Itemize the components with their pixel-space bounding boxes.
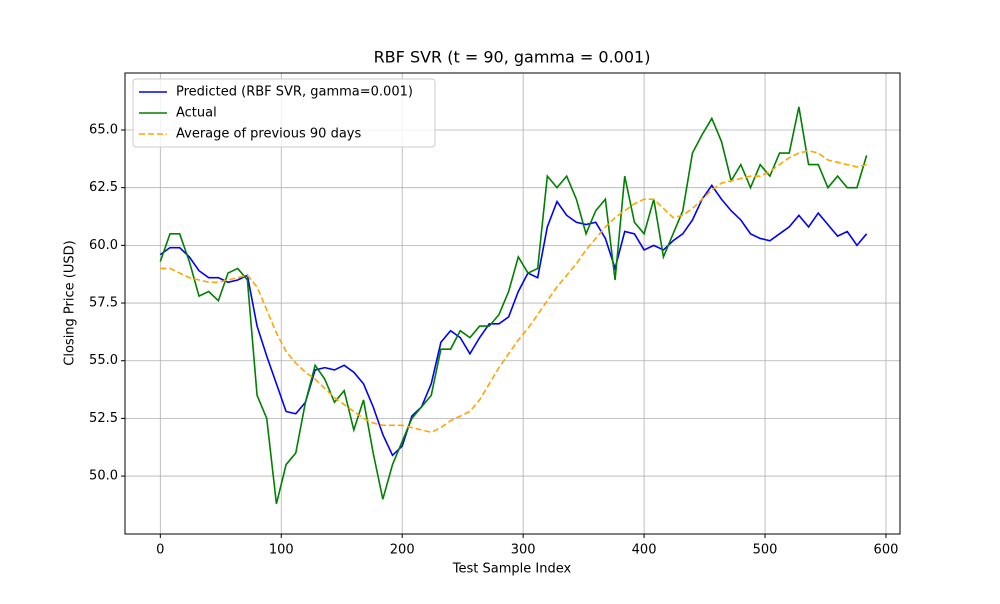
chart-title: RBF SVR (t = 90, gamma = 0.001) bbox=[374, 48, 651, 67]
legend-label: Average of previous 90 days bbox=[176, 127, 361, 142]
x-tick-label: 200 bbox=[390, 543, 415, 558]
y-tick-label: 62.5 bbox=[89, 180, 118, 195]
x-axis-label: Test Sample Index bbox=[452, 562, 572, 577]
y-tick-label: 55.0 bbox=[89, 353, 118, 368]
data-line bbox=[160, 149, 867, 434]
data-line bbox=[159, 183, 868, 457]
y-tick-label: 50.0 bbox=[89, 469, 118, 484]
y-tick-label: 60.0 bbox=[89, 238, 118, 253]
legend-label: Predicted (RBF SVR, gamma=0.001) bbox=[176, 85, 413, 100]
y-tick-label: 65.0 bbox=[89, 122, 118, 137]
x-tick-label: 100 bbox=[269, 543, 294, 558]
data-line bbox=[159, 106, 868, 504]
y-axis-label: Closing Price (USD) bbox=[63, 240, 78, 365]
x-tick-label: 600 bbox=[874, 543, 899, 558]
x-tick-label: 500 bbox=[753, 543, 778, 558]
legend-label: Actual bbox=[176, 106, 217, 121]
plot-frame bbox=[124, 72, 901, 535]
y-tick-label: 57.5 bbox=[89, 296, 118, 311]
x-tick-label: 0 bbox=[156, 543, 164, 558]
y-tick-label: 52.5 bbox=[89, 411, 118, 426]
x-tick-label: 300 bbox=[511, 543, 536, 558]
x-tick-label: 400 bbox=[632, 543, 657, 558]
legend-box bbox=[132, 78, 436, 148]
